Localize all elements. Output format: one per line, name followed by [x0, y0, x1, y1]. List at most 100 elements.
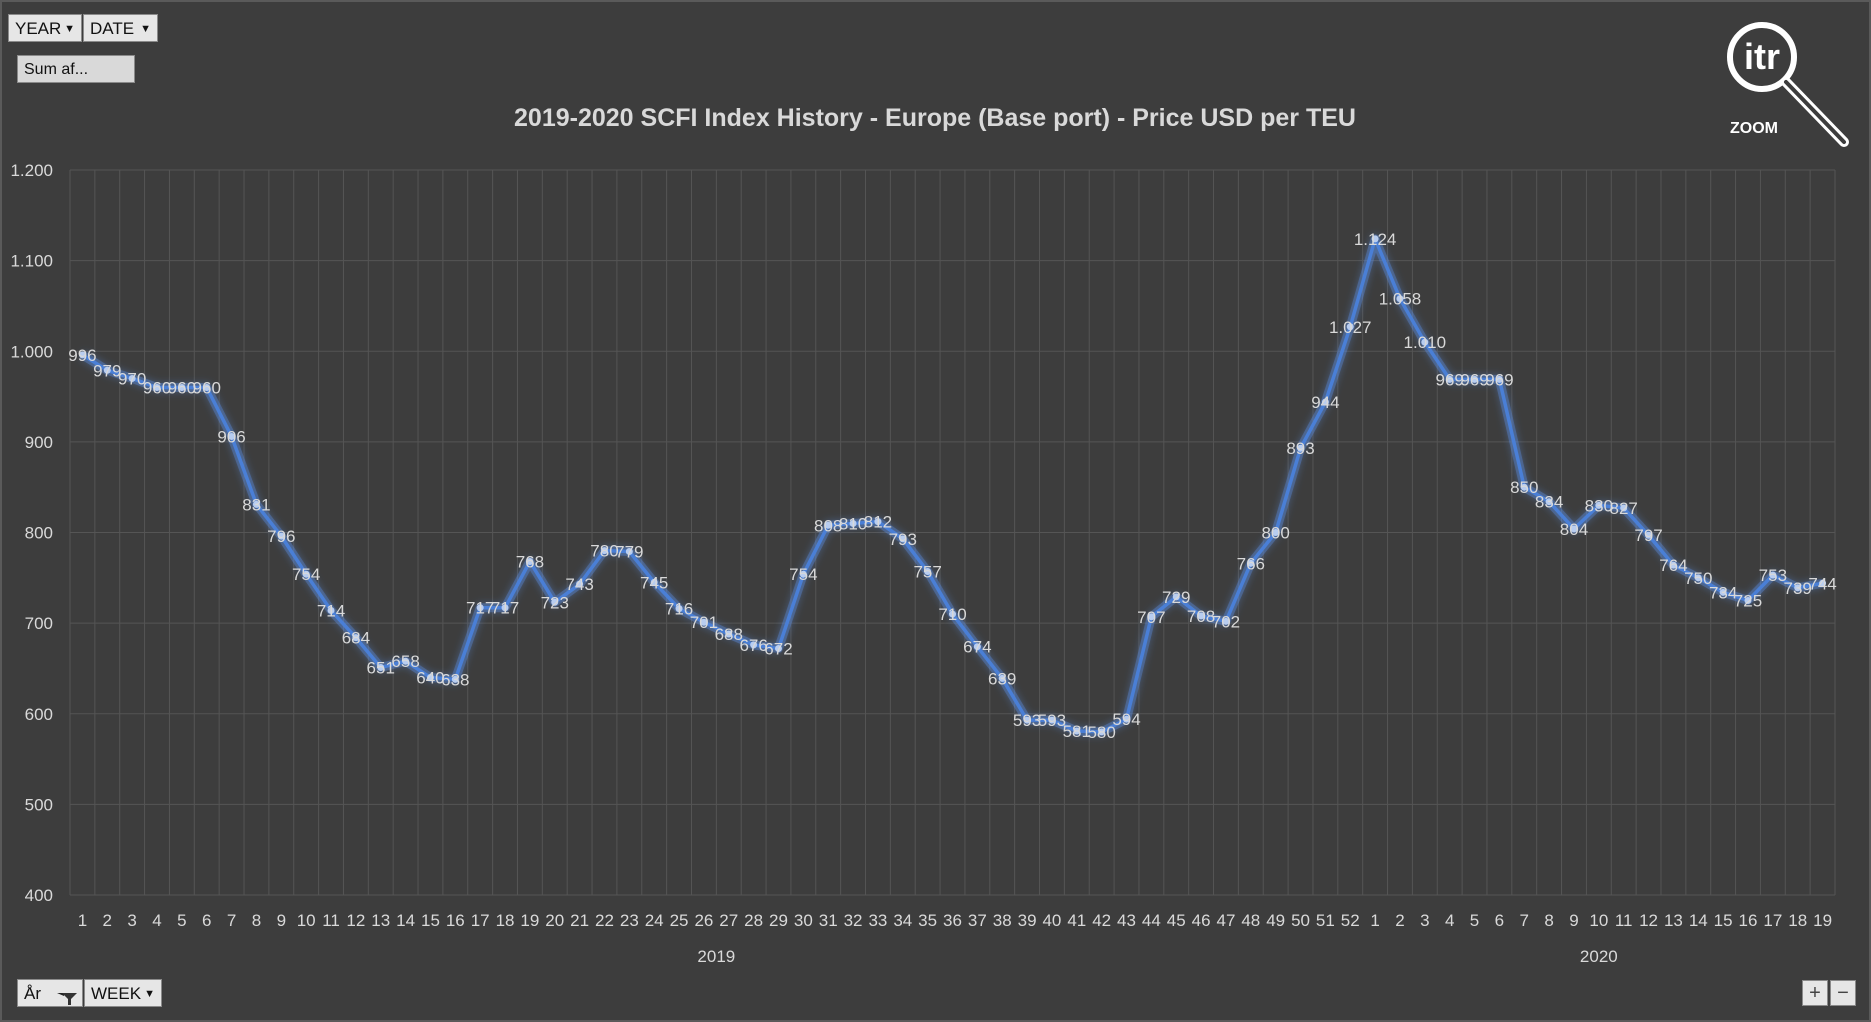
y-tick-label: 400 — [25, 886, 53, 905]
data-label: 651 — [367, 659, 395, 678]
data-point — [153, 384, 161, 391]
x-tick-label: 32 — [844, 911, 863, 930]
x-tick-label: 29 — [769, 911, 788, 930]
data-label: 593 — [1038, 711, 1066, 730]
zoom-out-button[interactable]: − — [1830, 980, 1856, 1006]
x-tick-label: 24 — [645, 911, 664, 930]
data-label: 702 — [1212, 612, 1240, 631]
data-label: 944 — [1311, 393, 1339, 412]
data-label: 768 — [516, 553, 544, 572]
data-point — [1048, 716, 1056, 724]
data-point — [1172, 593, 1180, 601]
data-label: 716 — [665, 600, 693, 619]
data-label: 594 — [1112, 710, 1140, 729]
data-label: 906 — [217, 427, 245, 446]
data-label: 581 — [1063, 722, 1091, 741]
x-tick-label: 14 — [396, 911, 415, 930]
x-tick-label: 39 — [1018, 911, 1037, 930]
x-tick-label: 34 — [893, 911, 912, 930]
zoom-in-button[interactable]: + — [1802, 980, 1828, 1006]
x-tick-label: 15 — [421, 911, 440, 930]
sum-field-button[interactable]: Sum af... — [17, 55, 135, 83]
data-label: 808 — [814, 516, 842, 535]
data-label: 766 — [1237, 554, 1265, 573]
x-tick-label: 47 — [1216, 911, 1235, 930]
data-point — [1222, 617, 1230, 625]
x-tick-label: 4 — [152, 911, 161, 930]
x-tick-label: 14 — [1689, 911, 1708, 930]
data-point — [1247, 559, 1255, 567]
x-tick-label: 52 — [1341, 911, 1360, 930]
data-point — [352, 634, 360, 642]
data-label: 969 — [1435, 370, 1463, 389]
data-point — [1197, 612, 1205, 620]
x-tick-label: 17 — [471, 911, 490, 930]
data-label: 893 — [1286, 439, 1314, 458]
x-tick-label: 50 — [1291, 911, 1310, 930]
data-label: 717 — [466, 599, 494, 618]
data-label: 743 — [565, 575, 593, 594]
sum-field-label: Sum af... — [24, 61, 89, 78]
data-point — [402, 657, 410, 665]
x-tick-label: 5 — [177, 911, 186, 930]
data-point — [203, 384, 211, 391]
data-label: 970 — [118, 369, 146, 388]
data-point — [998, 674, 1006, 682]
x-tick-label: 48 — [1241, 911, 1260, 930]
ar-filter-button[interactable]: År — [17, 979, 83, 1007]
data-label: 640 — [416, 669, 444, 688]
data-label: 830 — [1585, 496, 1613, 515]
data-point — [78, 351, 86, 359]
x-tick-label: 2 — [103, 911, 112, 930]
x-tick-label: 8 — [1544, 911, 1553, 930]
data-labels: 9969799709609609609068317967547146846516… — [68, 230, 1837, 742]
data-point — [277, 532, 285, 540]
x-tick-label: 17 — [1763, 911, 1782, 930]
x-tick-label: 21 — [570, 911, 589, 930]
data-point — [725, 630, 733, 638]
x-tick-label: 49 — [1266, 911, 1285, 930]
data-point — [501, 604, 509, 612]
data-label: 812 — [864, 513, 892, 532]
x-tick-label: 7 — [227, 911, 236, 930]
data-label: 1.124 — [1354, 230, 1397, 249]
data-point — [1595, 501, 1603, 509]
date-filter-label: DATE — [90, 19, 135, 38]
data-label: 745 — [640, 573, 668, 592]
week-filter-button[interactable]: WEEK ▼ — [84, 979, 162, 1007]
data-point — [1669, 561, 1677, 569]
x-tick-label: 9 — [277, 911, 286, 930]
data-point — [1272, 529, 1280, 536]
x-tick-label: 28 — [744, 911, 763, 930]
data-point — [949, 610, 956, 618]
data-point — [576, 580, 584, 588]
x-tick-label: 18 — [1788, 911, 1807, 930]
year-filter-button[interactable]: YEAR ▼ — [8, 14, 82, 42]
x-tick-label: 16 — [446, 911, 465, 930]
data-label: 834 — [1535, 493, 1563, 512]
logo-text: itr — [1744, 36, 1780, 77]
data-label: 593 — [1013, 711, 1041, 730]
data-label: 725 — [1734, 591, 1762, 610]
data-label: 1.010 — [1404, 333, 1447, 352]
data-point — [1520, 483, 1528, 491]
data-point — [1421, 338, 1429, 346]
x-tick-label: 25 — [670, 911, 689, 930]
year-filter-label: YEAR — [15, 19, 62, 38]
data-point — [973, 643, 981, 651]
x-tick-label: 13 — [1664, 911, 1683, 930]
data-point — [1719, 588, 1727, 596]
data-label: 638 — [441, 670, 469, 689]
x-tick-label: 1 — [1370, 911, 1379, 930]
x-tick-label: 23 — [620, 911, 639, 930]
x-tick-label: 38 — [993, 911, 1012, 930]
x-tick-label: 10 — [297, 911, 316, 930]
data-label: 707 — [1137, 608, 1165, 627]
x-tick-label: 5 — [1470, 911, 1479, 930]
x-tick-label: 41 — [1067, 911, 1086, 930]
data-point — [103, 366, 111, 374]
x-tick-label: 3 — [127, 911, 136, 930]
x-tick-label: 19 — [1813, 911, 1832, 930]
x-tick-label: 46 — [1192, 911, 1211, 930]
date-filter-button[interactable]: DATE ▼ — [83, 14, 158, 42]
